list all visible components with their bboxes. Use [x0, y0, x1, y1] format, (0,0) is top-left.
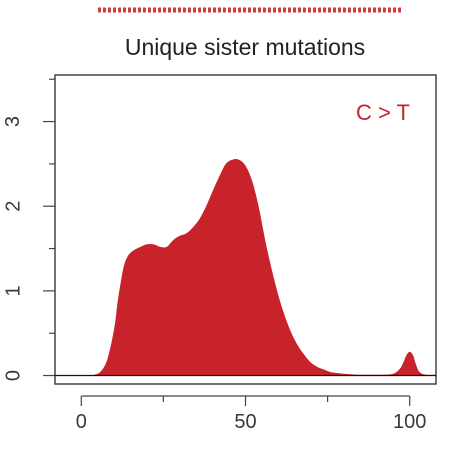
y-tick-label: 2 [2, 201, 24, 212]
density-area [74, 159, 436, 376]
chart-title: Unique sister mutations [125, 34, 365, 60]
y-tick-label: 0 [2, 370, 24, 381]
y-axis: 0 1 2 3 [2, 78, 55, 381]
density-area-layer [74, 159, 436, 376]
x-tick-label: 100 [393, 411, 426, 433]
y-tick-label: 1 [2, 285, 24, 296]
annotation-label: C > T [356, 100, 410, 125]
y-tick-label: 3 [2, 116, 24, 127]
x-tick-label: 50 [234, 411, 256, 433]
x-tick-label: 0 [76, 411, 87, 433]
plot-frame [54, 74, 437, 385]
x-axis: 0 50 100 [76, 395, 426, 433]
